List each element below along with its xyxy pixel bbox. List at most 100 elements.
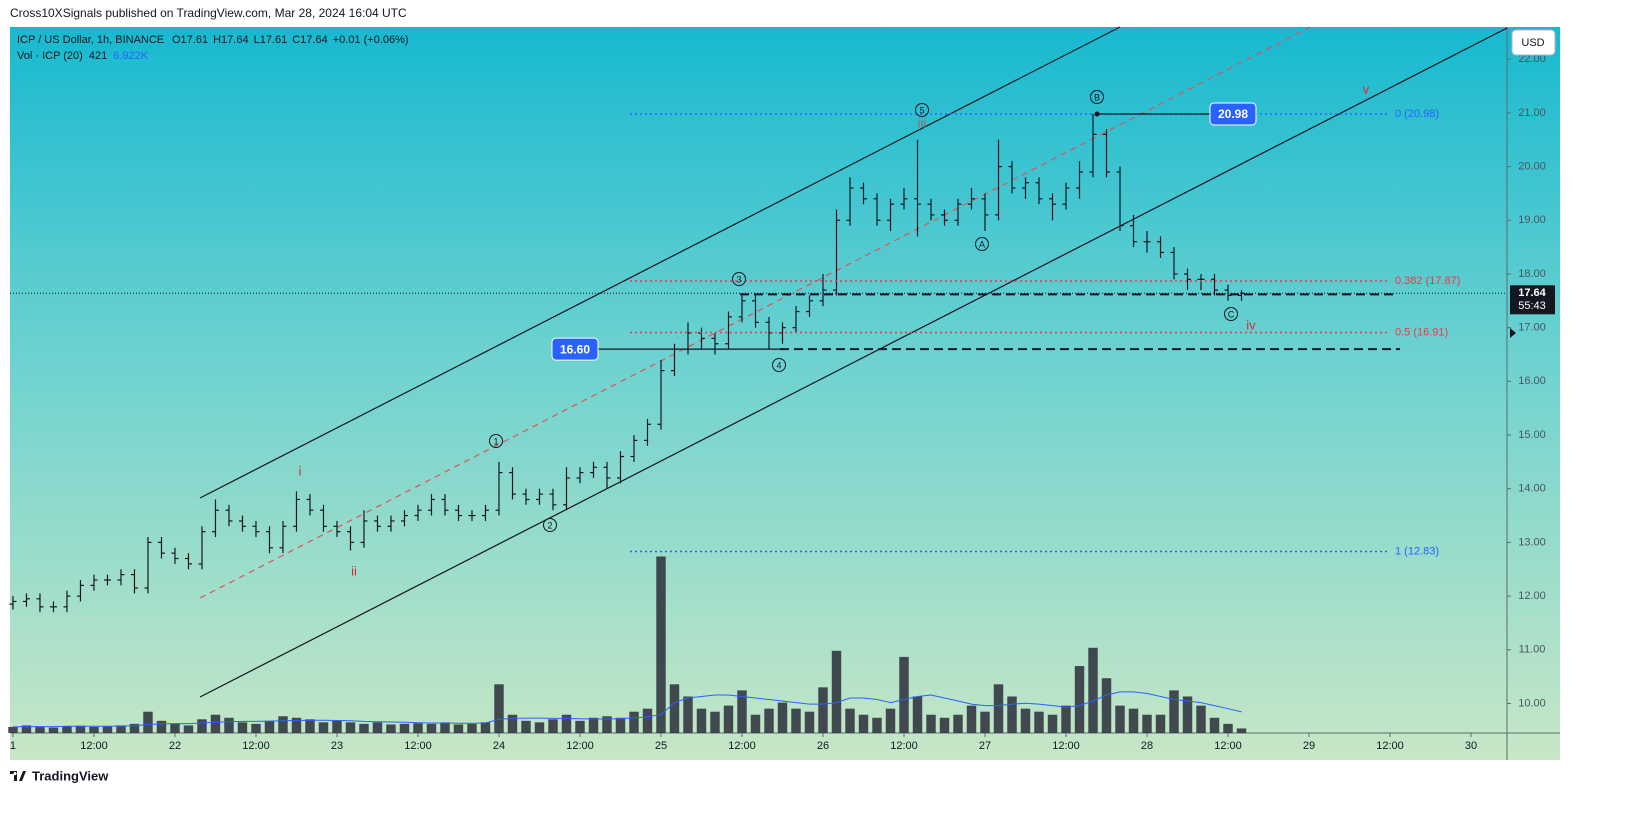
x-tick-label: 12:00: [1214, 740, 1242, 752]
y-tick-label: 16.00: [1518, 375, 1546, 387]
wave-circle: [915, 103, 929, 117]
ohlc-item: O17.61: [172, 34, 208, 46]
price-label-text: 16.60: [560, 342, 590, 356]
wave-label: 1: [493, 436, 498, 446]
volume-bar: [588, 717, 599, 733]
x-tick-label: 12:00: [1376, 740, 1404, 752]
annotations: 0 (20.98) 0.382 (17.87) 0.5 (16.91) 1 (12.8…: [10, 81, 1507, 578]
volume-bar: [1236, 728, 1247, 733]
fib-label: 0.5 (16.91): [1395, 326, 1448, 338]
volume-bar: [75, 725, 86, 733]
x-tick-label: 12:00: [404, 740, 432, 752]
volume-bar: [224, 717, 234, 733]
y-tick-label: 11.00: [1519, 644, 1546, 656]
x-tick-label: 26: [817, 740, 829, 752]
volume-bar: [345, 722, 356, 733]
volume-bar: [1115, 705, 1125, 733]
volume-bar: [399, 723, 410, 733]
x-tick-label: 12:00: [242, 740, 270, 752]
volume-bar: [926, 714, 936, 733]
volume-bar: [359, 723, 369, 733]
volume-bar: [831, 650, 842, 733]
volume-bar: [642, 708, 653, 733]
y-tick-label: 18.00: [1518, 268, 1546, 280]
volume-bar: [251, 723, 261, 733]
axes: 10.00 11.00 12.00 13.00 14.00 15.00 16.00 17.00…: [10, 53, 1555, 752]
volume-bar: [102, 726, 113, 733]
volume-bar: [777, 702, 788, 733]
volume-bar: [939, 717, 950, 733]
volume-bar: [1101, 678, 1112, 733]
volume-bar: [1182, 696, 1193, 733]
volume-bar: [372, 722, 383, 733]
x-tick-label: 30: [1465, 740, 1477, 752]
volume-ma-line: [12, 691, 1242, 728]
volume-legend-item: Vol · ICP (20): [17, 50, 83, 62]
axis-marker: [1510, 328, 1516, 338]
y-tick-label: 12.00: [1518, 590, 1546, 602]
x-tick-label: 29: [1303, 740, 1315, 752]
ohlc-readout: O17.61 H17.64 L17.61 C17.64 +0.01 (+0.06%): [172, 34, 409, 46]
volume-bar: [494, 684, 504, 733]
volume-bar: [1061, 705, 1071, 733]
fib-label: 0.382 (17.87): [1395, 275, 1460, 287]
wave-label: 4: [776, 360, 781, 370]
volume-bar: [1128, 708, 1139, 733]
ohlc-item: H17.64: [213, 34, 248, 46]
currency-label: USD: [1521, 37, 1544, 49]
volume-legend-item: 421: [89, 50, 107, 62]
volume-bar: [413, 723, 423, 733]
fib-label: 0 (20.98): [1395, 108, 1439, 120]
wave-roman-label: ii: [351, 563, 357, 578]
wave-roman-label: iv: [1246, 317, 1256, 332]
volume-legend-item: 6.922K: [113, 50, 149, 62]
volume-bar: [723, 705, 734, 733]
volume-bar: [1142, 714, 1152, 733]
volume-bar: [1196, 705, 1206, 733]
volume-bar: [696, 708, 707, 733]
volume-bar: [764, 708, 774, 733]
volume-bar: [426, 723, 437, 733]
volume-bar: [386, 724, 396, 733]
volume-pane: [8, 556, 1247, 733]
ohlc-item: L17.61: [254, 34, 288, 46]
volume-bar: [278, 716, 288, 733]
x-tick-label: 12:00: [890, 740, 918, 752]
volume-bar: [264, 720, 275, 733]
volume-bar: [116, 725, 126, 733]
wave-label: A: [979, 239, 985, 249]
volume-bar: [629, 711, 639, 733]
x-tick-label: 24: [493, 740, 505, 752]
wave-label: 2: [547, 520, 552, 530]
logo-mark: [10, 771, 26, 781]
volume-bar: [966, 705, 977, 733]
price-label-box: [551, 337, 599, 361]
x-tick-label: 22: [169, 740, 181, 752]
wave-label: B: [1094, 92, 1100, 102]
volume-bar: [1047, 714, 1058, 733]
y-tick-label: 14.00: [1518, 483, 1546, 495]
footer-logo: [10, 771, 26, 781]
volume-bar: [980, 711, 990, 733]
volume-bar: [993, 684, 1004, 733]
volume-bar: [953, 714, 963, 733]
volume-bar: [156, 720, 167, 733]
wave-label: 5: [919, 105, 924, 115]
wave-circle: [772, 358, 786, 372]
wave-roman-label: i: [299, 463, 302, 478]
volume-bar: [818, 687, 828, 733]
volume-bar: [1223, 723, 1233, 733]
wave-roman-label: iii: [918, 115, 927, 130]
fib-label: 1 (12.83): [1395, 545, 1439, 557]
countdown-text: 55:43: [1518, 300, 1546, 312]
wave-circle: [975, 237, 989, 251]
last-price-text: 17.64: [1518, 287, 1546, 299]
volume-bar: [858, 714, 869, 733]
ohlc-item: +0.01 (+0.06%): [333, 34, 409, 46]
volume-bar: [737, 690, 747, 733]
y-tick-label: 19.00: [1518, 214, 1546, 226]
y-tick-label: 10.00: [1518, 697, 1546, 709]
currency-button[interactable]: [1511, 29, 1556, 56]
y-tick-label: 17.00: [1518, 322, 1546, 334]
